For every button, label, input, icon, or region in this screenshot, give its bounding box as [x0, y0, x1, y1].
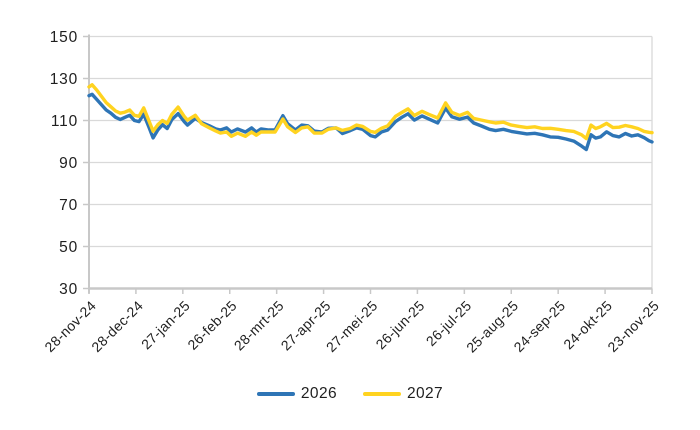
y-axis-label: 90: [59, 155, 78, 172]
series-line-2026: [87, 92, 654, 152]
legend-label-2027: 2027: [407, 385, 444, 402]
y-axis-label: 150: [50, 29, 78, 46]
legend-item-2027: 2027: [363, 385, 443, 403]
legend-line-2027: [363, 391, 401, 397]
y-axis-label: 70: [59, 197, 78, 214]
x-axis-label: 28-dec-24: [88, 297, 146, 355]
series-line-2027: [87, 83, 654, 141]
y-axis-label: 130: [50, 71, 78, 88]
y-axis-label: 30: [59, 281, 78, 298]
legend-line-2026: [256, 391, 295, 397]
chart-legend: 2026 2027: [0, 382, 700, 406]
legend-label-2026: 2026: [300, 385, 337, 402]
y-axis-label: 50: [59, 239, 78, 256]
x-axis-label: 23-nov-25: [604, 297, 662, 355]
x-axis-label: 27-mei-25: [323, 297, 381, 355]
x-axis-label: 27-jan-25: [138, 297, 193, 352]
x-axis-label: 26-feb-25: [184, 297, 240, 353]
legend-item-2026: 2026: [256, 385, 337, 403]
x-axis-label: 28-mrt-25: [231, 297, 287, 353]
x-axis-label: 24-sep-25: [510, 297, 568, 355]
x-axis-label: 26-jun-25: [372, 297, 427, 352]
y-axis-label: 110: [51, 113, 78, 130]
